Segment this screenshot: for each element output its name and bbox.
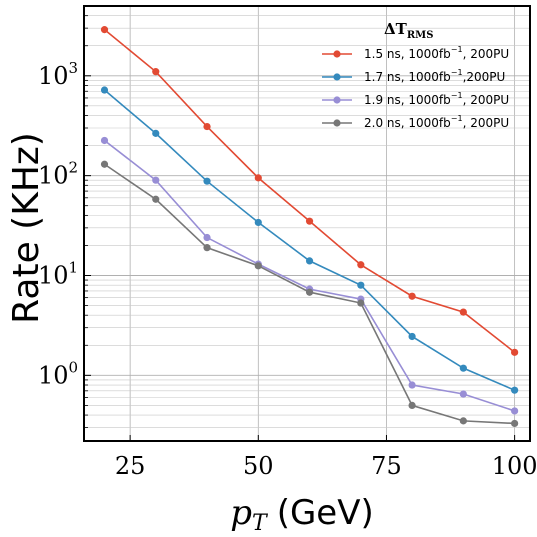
data-point [152, 195, 160, 203]
data-point [408, 401, 416, 409]
data-point [511, 386, 519, 394]
x-axis-title-var: p [230, 493, 252, 533]
data-point [203, 233, 211, 242]
legend-label-post: ,200PU [463, 70, 506, 84]
legend-label-sup: −1 [451, 114, 463, 123]
y-tick-label: 102 [38, 159, 78, 190]
y-tick-label-exp: 1 [69, 258, 79, 276]
series-layer [100, 26, 519, 428]
legend-label-post: , 200PU [463, 116, 510, 130]
y-tick-label-exp: 0 [69, 358, 79, 376]
data-point [152, 129, 160, 137]
data-point [305, 288, 314, 296]
legend-label: 1.5 ns, 1000fb−1, 200PU [364, 45, 509, 61]
legend-marker [333, 73, 341, 81]
data-point [511, 407, 519, 415]
y-tick-label: 101 [38, 258, 78, 289]
data-point [152, 68, 160, 76]
data-point [254, 262, 262, 270]
legend-label-main: 1.5 ns, 1000fb [364, 47, 451, 61]
x-axis-title-unit: (GeV) [277, 493, 374, 533]
data-point [254, 218, 262, 227]
data-point [305, 217, 314, 225]
data-point [203, 122, 211, 131]
y-tick-label-exp: 2 [69, 159, 79, 177]
x-axis-title-sub: T [252, 511, 269, 536]
x-axis-title: pT (GeV) [230, 493, 374, 536]
data-point [203, 177, 211, 185]
series-2 [100, 86, 519, 394]
data-point [511, 348, 519, 356]
legend-label: 2.0 ns, 1000fb−1, 200PU [364, 114, 509, 130]
data-point [100, 136, 109, 145]
legend-label-sup: −1 [451, 45, 463, 54]
legend-label-post: , 200PU [463, 47, 510, 61]
data-point [408, 332, 416, 341]
legend-label-post: , 200PU [463, 93, 510, 107]
legend-marker [333, 119, 341, 127]
y-tick-label-base: 10 [38, 261, 69, 289]
y-tick-label-exp: 3 [69, 59, 79, 77]
legend-title-sub: RMS [407, 30, 434, 41]
data-point [408, 292, 416, 300]
grid [84, 5, 530, 441]
legend-label-main: 1.9 ns, 1000fb [364, 93, 451, 107]
data-point [100, 160, 109, 168]
legend-marker [333, 50, 341, 58]
legend-label: 1.9 ns, 1000fb−1, 200PU [364, 91, 509, 107]
legend-entry-1: 1.5 ns, 1000fb−1, 200PU [322, 45, 509, 61]
plot-frame [83, 5, 531, 442]
legend-title: ΔTRMS [384, 20, 433, 41]
data-point [459, 390, 467, 398]
data-point [152, 176, 160, 184]
legend-label-main: 1.7 ns, 1000fb [364, 70, 451, 84]
legend-label-sup: −1 [451, 68, 463, 77]
legend-entry-3: 1.9 ns, 1000fb−1, 200PU [322, 91, 509, 107]
legend-marker [333, 96, 341, 104]
legend-label-sup: −1 [451, 91, 463, 100]
y-tick-label: 100 [38, 358, 78, 389]
series-1 [100, 26, 519, 356]
data-point [305, 257, 314, 265]
y-tick-label-base: 10 [38, 62, 69, 90]
legend-entry-4: 2.0 ns, 1000fb−1, 200PU [322, 114, 509, 130]
x-tick-label: 25 [115, 452, 146, 480]
data-point [408, 381, 416, 389]
data-point [357, 261, 365, 269]
y-tick-label-base: 10 [38, 162, 69, 190]
legend-title-main: ΔT [384, 20, 408, 38]
y-tick-label-base: 10 [38, 361, 69, 389]
y-axis-title: Rate (KHz) [6, 132, 47, 324]
data-point [100, 86, 109, 94]
data-point [254, 174, 262, 182]
data-point [203, 244, 211, 252]
data-point [100, 26, 109, 34]
legend-label: 1.7 ns, 1000fb−1,200PU [364, 68, 505, 84]
x-tick-label: 50 [243, 452, 274, 480]
data-point [459, 364, 467, 372]
x-tick-label: 100 [492, 452, 537, 480]
y-tick-label: 103 [38, 59, 78, 90]
data-point [511, 419, 519, 428]
series-4 [100, 160, 519, 428]
x-tick-label: 75 [371, 452, 402, 480]
data-point [357, 299, 365, 307]
legend-entry-2: 1.7 ns, 1000fb−1,200PU [322, 68, 505, 84]
legend-label-main: 2.0 ns, 1000fb [364, 116, 451, 130]
data-point [459, 417, 467, 425]
data-point [459, 308, 467, 316]
data-point [357, 281, 365, 289]
